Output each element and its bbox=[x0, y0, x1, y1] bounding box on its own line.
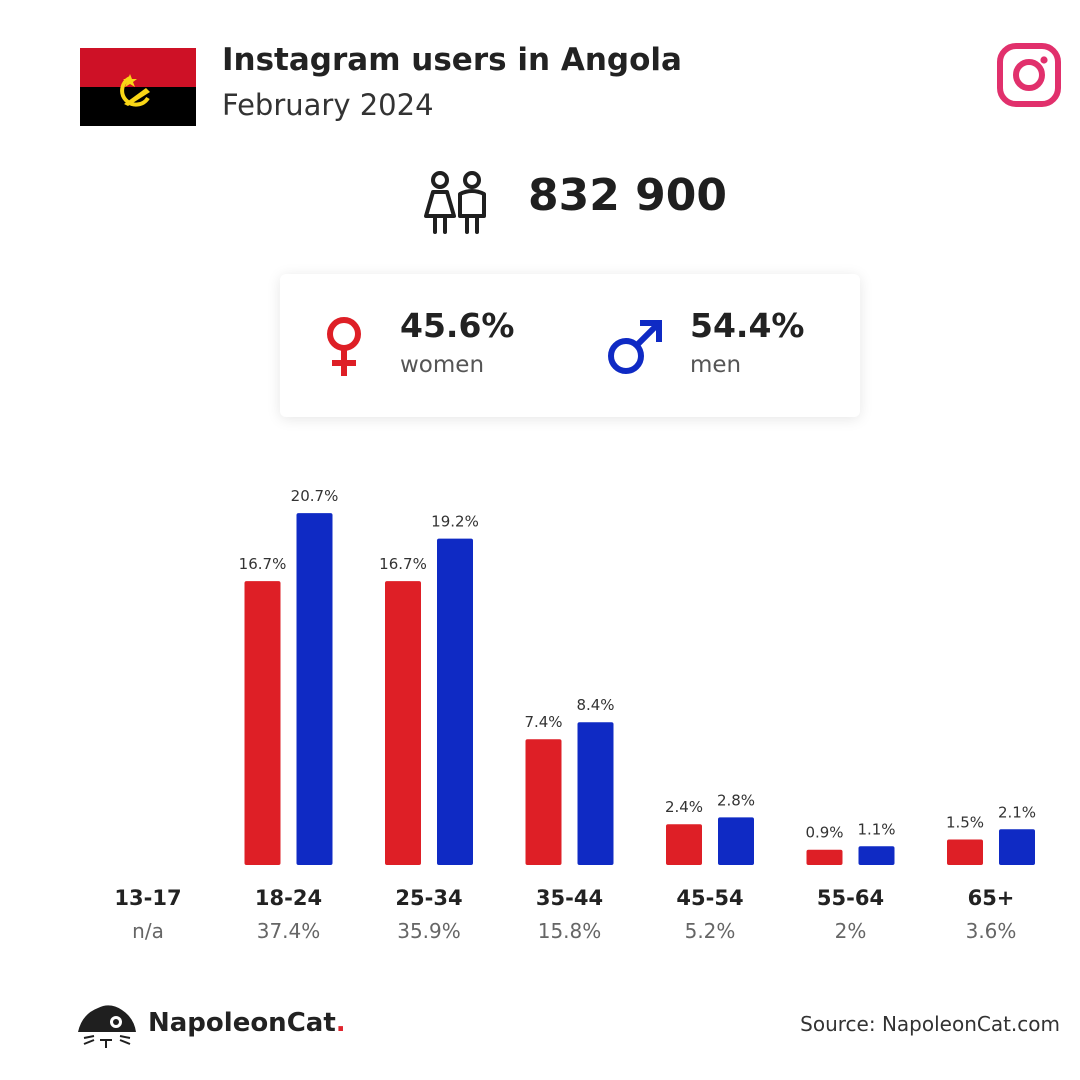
women-label: women bbox=[400, 352, 485, 378]
bar-women-35-44 bbox=[525, 739, 562, 865]
category-total-13-17: n/a bbox=[132, 919, 164, 943]
bar-women-65+ bbox=[947, 839, 983, 865]
category-label-18-24: 18-24 bbox=[255, 886, 322, 910]
male-icon bbox=[608, 320, 662, 374]
users-icon bbox=[424, 171, 486, 234]
data-label-women-45-54: 2.4% bbox=[665, 798, 703, 816]
data-label-men-35-44: 8.4% bbox=[576, 696, 614, 714]
brand-name: NapoleonCat. bbox=[148, 1008, 346, 1038]
category-label-55-64: 55-64 bbox=[817, 886, 884, 910]
category-total-35-44: 15.8% bbox=[538, 919, 602, 943]
category-total-45-54: 5.2% bbox=[685, 919, 736, 943]
bar-men-65+ bbox=[999, 829, 1035, 865]
data-label-women-35-44: 7.4% bbox=[524, 713, 562, 731]
bar-women-18-24 bbox=[244, 581, 281, 865]
category-label-25-34: 25-34 bbox=[395, 886, 462, 910]
gender-split-card bbox=[280, 274, 860, 417]
angola-flag bbox=[80, 48, 196, 126]
source-credit: Source: NapoleonCat.com bbox=[800, 1012, 1060, 1036]
page-title: Instagram users in Angola bbox=[222, 42, 682, 78]
instagram-icon bbox=[997, 43, 1061, 107]
category-total-25-34: 35.9% bbox=[397, 919, 461, 943]
female-icon bbox=[327, 317, 361, 376]
data-label-women-25-34: 16.7% bbox=[379, 555, 427, 573]
category-total-18-24: 37.4% bbox=[257, 919, 321, 943]
data-label-men-25-34: 19.2% bbox=[431, 513, 479, 531]
bar-men-45-54 bbox=[718, 817, 754, 865]
category-label-35-44: 35-44 bbox=[536, 886, 603, 910]
data-label-women-18-24: 16.7% bbox=[239, 555, 287, 573]
napoleoncat-logo-icon bbox=[78, 1005, 136, 1048]
bar-men-35-44 bbox=[577, 722, 614, 865]
data-label-women-65+: 1.5% bbox=[946, 814, 984, 832]
bar-women-25-34 bbox=[385, 581, 421, 865]
men-label: men bbox=[690, 352, 742, 378]
bar-women-55-64 bbox=[806, 849, 843, 865]
women-percentage: 45.6% bbox=[400, 306, 515, 345]
data-label-women-55-64: 0.9% bbox=[805, 824, 843, 842]
bar-men-18-24 bbox=[296, 513, 333, 865]
data-label-men-65+: 2.1% bbox=[998, 803, 1036, 821]
bar-men-25-34 bbox=[437, 538, 473, 865]
bar-women-45-54 bbox=[666, 824, 702, 865]
page-subtitle: February 2024 bbox=[222, 88, 434, 122]
category-total-55-64: 2% bbox=[835, 919, 867, 943]
data-label-men-45-54: 2.8% bbox=[717, 791, 755, 809]
bar-men-55-64 bbox=[858, 846, 895, 865]
age-gender-bar-chart: 13-17 n/a 16.7% 20.7% 18-24 37.4% 16.7% 19.2% 25… bbox=[114, 487, 1036, 943]
category-label-65+: 65+ bbox=[968, 886, 1015, 910]
category-label-13-17: 13-17 bbox=[114, 886, 181, 910]
total-users-count: 832 900 bbox=[528, 170, 728, 221]
category-total-65+: 3.6% bbox=[966, 919, 1017, 943]
men-percentage: 54.4% bbox=[690, 306, 805, 345]
data-label-men-18-24: 20.7% bbox=[291, 487, 339, 505]
data-label-men-55-64: 1.1% bbox=[857, 820, 895, 838]
category-label-45-54: 45-54 bbox=[676, 886, 743, 910]
